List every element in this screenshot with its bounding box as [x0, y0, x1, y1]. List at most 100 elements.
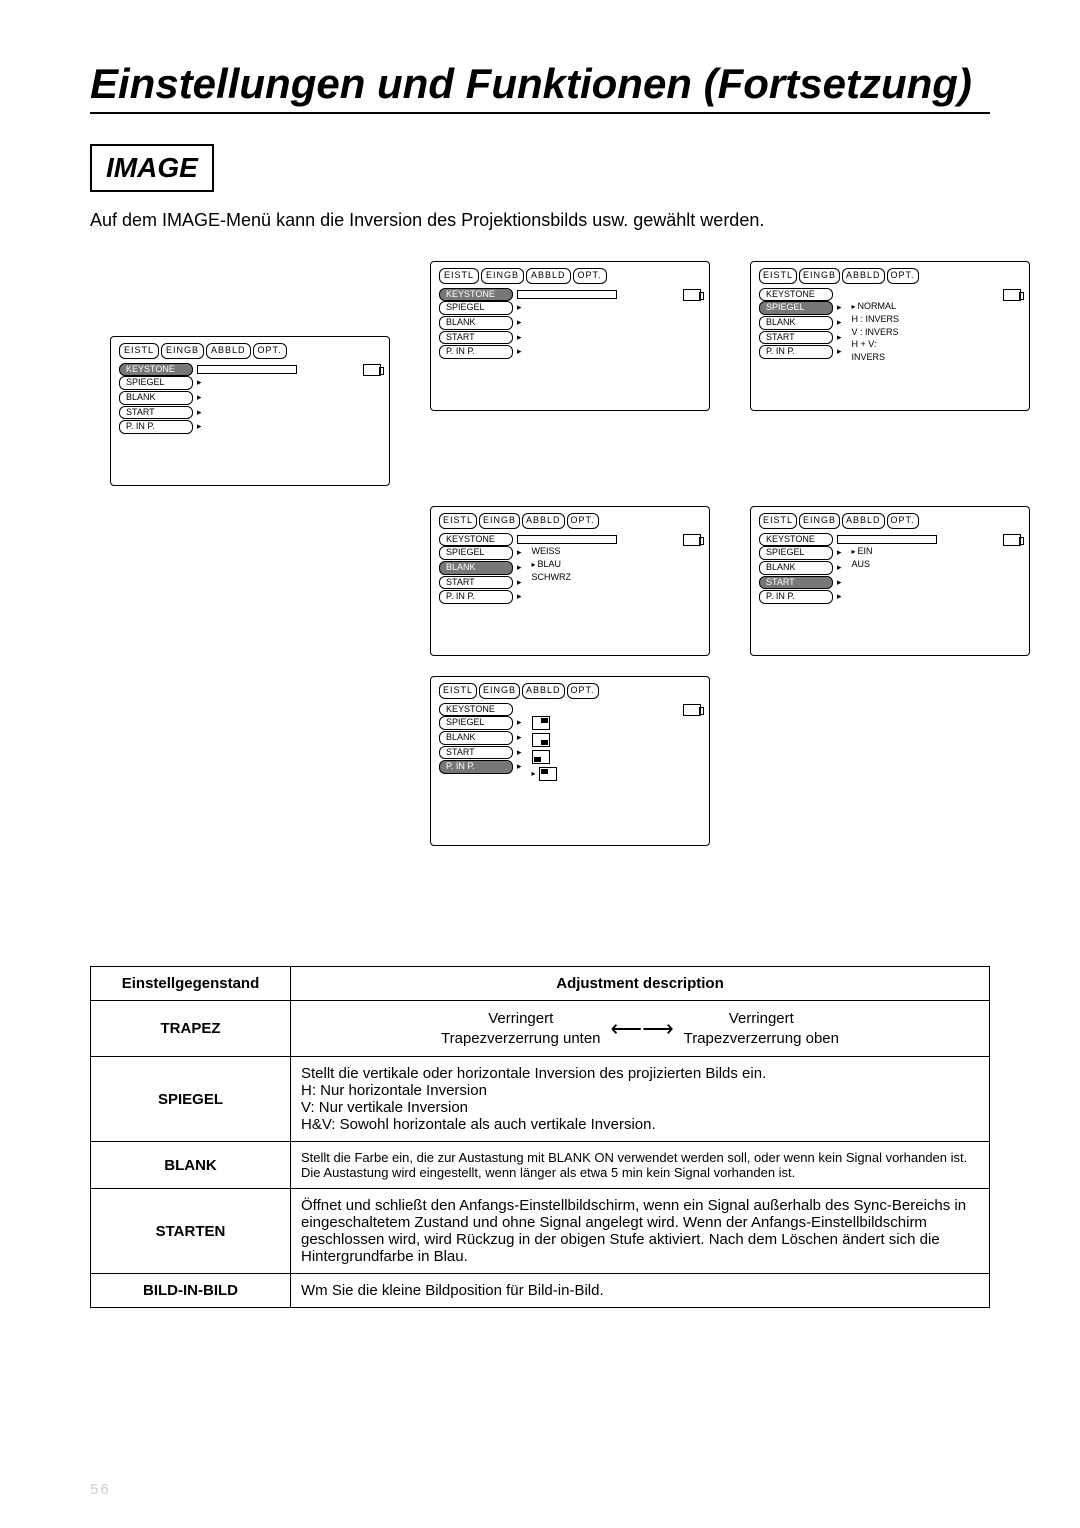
menu-spiegel: EISTL EINGB ABBLD OPT. KEYSTONE SPIEGEL▸… [750, 261, 1030, 411]
chevron-right-icon: ▸ [197, 421, 202, 433]
trapez-right-top: Verringert [684, 1009, 839, 1029]
section-label: IMAGE [90, 144, 214, 192]
menu-item-keystone: KEYSTONE [439, 533, 513, 547]
menu-item-keystone: KEYSTONE [759, 288, 833, 302]
battery-icon [363, 364, 381, 376]
battery-icon [1003, 289, 1021, 301]
menu-item-blank: BLANK [119, 391, 193, 405]
battery-icon [1003, 534, 1021, 546]
page-title: Einstellungen und Funktionen (Fortsetzun… [90, 60, 990, 114]
tab-abbld: ABBLD [522, 683, 565, 699]
menu-item-pinp: P. IN P. [119, 420, 193, 434]
menu-item-keystone: KEYSTONE [439, 703, 513, 717]
row-starten-desc: Öffnet und schließt den Anfangs-Einstell… [291, 1189, 990, 1274]
spiegel-opt-hv-a: H + V: [852, 339, 900, 351]
blank-opt-blau: BLAU [532, 559, 572, 571]
tab-abbld: ABBLD [526, 268, 571, 284]
menu-item-pinp: P. IN P. [439, 345, 513, 359]
battery-icon [683, 289, 701, 301]
chevron-right-icon: ▸ [837, 302, 842, 314]
trapez-left-top: Verringert [441, 1009, 601, 1029]
spiegel-l1: H: Nur horizontale Inversion [301, 1082, 979, 1099]
chevron-right-icon: ▸ [197, 392, 202, 404]
menu-item-pinp: P. IN P. [759, 590, 833, 604]
tab-eingb: EINGB [479, 683, 520, 699]
menu-item-pinp: P. IN P. [439, 590, 513, 604]
tab-abbld: ABBLD [206, 343, 251, 359]
menu-item-start: START [759, 576, 833, 590]
row-blank-name: BLANK [91, 1142, 291, 1189]
row-blank-desc: Stellt die Farbe ein, die zur Austastung… [291, 1142, 990, 1189]
chevron-right-icon: ▸ [517, 717, 522, 729]
menu-item-spiegel: SPIEGEL [759, 301, 833, 315]
menu-item-keystone: KEYSTONE [759, 533, 833, 547]
chevron-right-icon: ▸ [517, 761, 522, 773]
chevron-right-icon: ▸ [837, 577, 842, 589]
tab-opt: OPT. [887, 268, 919, 284]
menu-item-keystone: KEYSTONE [119, 363, 193, 377]
table-row: TRAPEZ Verringert Trapezverzerrung unten… [91, 1001, 990, 1057]
pinp-positions: ▸ [532, 716, 557, 781]
th-name: Einstellgegenstand [91, 967, 291, 1001]
spiegel-opt-v: V : INVERS [852, 327, 900, 339]
tab-eistl: EISTL [439, 513, 477, 529]
spiegel-l0: Stellt die vertikale oder horizontale In… [301, 1065, 979, 1082]
chevron-right-icon: ▸ [197, 407, 202, 419]
battery-icon [683, 704, 701, 716]
row-bildinbild-desc: Wm Sie die kleine Bildposition für Bild-… [291, 1274, 990, 1308]
menu-item-spiegel: SPIEGEL [439, 301, 513, 315]
chevron-right-icon: ▸ [837, 562, 842, 574]
chevron-right-icon: ▸ [837, 346, 842, 358]
tab-eistl: EISTL [439, 268, 479, 284]
table-row: BLANK Stellt die Farbe ein, die zur Aust… [91, 1142, 990, 1189]
chevron-right-icon: ▸ [837, 317, 842, 329]
chevron-right-icon: ▸ [517, 591, 522, 603]
tab-eistl: EISTL [119, 343, 159, 359]
menu-start: EISTL EINGB ABBLD OPT. KEYSTONE SPIEGEL▸… [750, 506, 1030, 656]
menu-base: EISTL EINGB ABBLD OPT. KEYSTONE SPIEGEL▸… [110, 336, 390, 486]
table-row: SPIEGEL Stellt die vertikale oder horizo… [91, 1057, 990, 1142]
spiegel-opt-h: H : INVERS [852, 314, 900, 326]
pinp-pos-tr [532, 716, 550, 730]
start-opt-ein: EIN [852, 546, 873, 558]
menu-item-start: START [439, 576, 513, 590]
menu-item-spiegel: SPIEGEL [759, 546, 833, 560]
tab-opt: OPT. [887, 513, 919, 529]
chevron-right-icon: ▸ [837, 332, 842, 344]
chevron-right-icon: ▸ [517, 332, 522, 344]
menu-item-blank: BLANK [439, 316, 513, 330]
chevron-right-icon: ▸ [517, 346, 522, 358]
menu-item-spiegel: SPIEGEL [439, 716, 513, 730]
row-starten-name: STARTEN [91, 1189, 291, 1274]
table-row: STARTEN Öffnet und schließt den Anfangs-… [91, 1189, 990, 1274]
battery-icon [683, 534, 701, 546]
page-number: 56 [90, 1481, 111, 1498]
spiegel-opt-hv-b: INVERS [852, 352, 900, 364]
tab-opt: OPT. [567, 513, 599, 529]
keystone-slider [517, 535, 617, 544]
tab-opt: OPT. [567, 683, 599, 699]
menu-item-start: START [759, 331, 833, 345]
chevron-right-icon: ▸ [532, 769, 536, 779]
tab-eingb: EINGB [479, 513, 520, 529]
chevron-right-icon: ▸ [517, 562, 522, 574]
menu-keystone: EISTL EINGB ABBLD OPT. KEYSTONE SPIEGEL ▸… [430, 261, 710, 411]
tab-eingb: EINGB [481, 268, 524, 284]
menu-pinp: EISTL EINGB ABBLD OPT. KEYSTONE SPIEGEL▸… [430, 676, 710, 846]
spiegel-l3: H&V: Sowohl horizontale als auch vertika… [301, 1116, 979, 1133]
menu-item-keystone: KEYSTONE [439, 288, 513, 302]
row-trapez-desc: Verringert Trapezverzerrung unten ⟵⟶ Ver… [291, 1001, 990, 1057]
chevron-right-icon: ▸ [517, 747, 522, 759]
row-trapez-name: TRAPEZ [91, 1001, 291, 1057]
blank-submenu: WEISS BLAU SCHWRZ [532, 546, 572, 584]
tab-opt: OPT. [573, 268, 607, 284]
settings-table: Einstellgegenstand Adjustment descriptio… [90, 966, 990, 1308]
menu-item-blank: BLANK [439, 561, 513, 575]
table-row: BILD-IN-BILD Wm Sie die kleine Bildposit… [91, 1274, 990, 1308]
trapez-right-bottom: Trapezverzerrung oben [684, 1029, 839, 1049]
tab-abbld: ABBLD [842, 268, 885, 284]
spiegel-l2: V: Nur vertikale Inversion [301, 1099, 979, 1116]
menu-item-blank: BLANK [759, 561, 833, 575]
chevron-right-icon: ▸ [837, 591, 842, 603]
chevron-right-icon: ▸ [517, 317, 522, 329]
